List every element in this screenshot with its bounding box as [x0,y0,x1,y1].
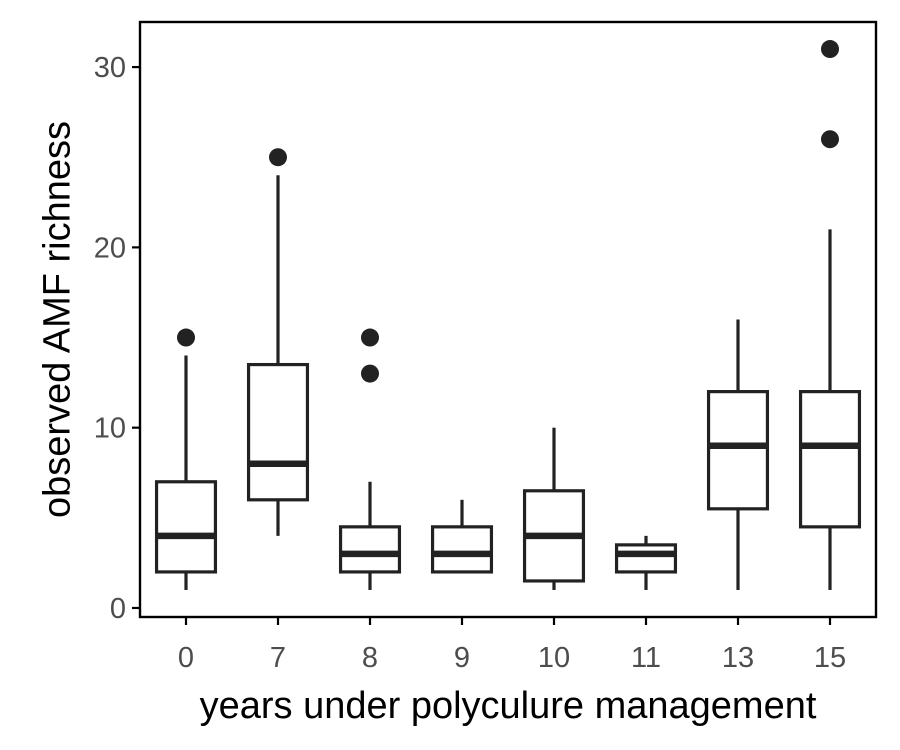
y-tick-label-20: 20 [94,232,126,264]
y-axis-title: observed AMF richness [36,121,78,518]
box-7 [246,362,310,502]
box-13 [706,390,770,511]
box-group-9 [430,499,494,574]
outlier-15-1 [821,40,839,59]
x-tick-label-7: 7 [270,642,286,674]
box-15 [798,390,862,529]
outlier-15-0 [821,130,839,149]
x-axis: 0 7 8 9 10 11 13 15 [178,617,846,674]
box-group-15 [798,40,862,590]
y-tick-label-30: 30 [94,52,126,84]
y-tick-label-0: 0 [110,593,126,625]
outlier-8-1 [361,328,379,347]
outlier-0-0 [177,328,195,347]
x-tick-label-0: 0 [178,642,194,674]
y-axis: 0 10 20 30 [94,52,140,625]
outlier-7-0 [269,148,287,167]
box-9 [430,525,494,574]
x-tick-label-13: 13 [722,642,754,674]
x-tick-label-10: 10 [538,642,570,674]
x-tick-label-11: 11 [631,642,661,674]
outlier-8-0 [361,364,379,383]
box-group-7 [246,148,310,536]
x-tick-label-9: 9 [454,642,470,674]
box-group-8 [338,328,402,590]
box-group-13 [706,319,770,590]
y-tick-label-10: 10 [94,413,126,445]
box-8 [338,525,402,574]
box-group-0 [154,328,218,590]
x-axis-title: years under polyculure management [200,685,817,727]
box-group-11 [614,535,678,590]
plot-area [154,40,862,590]
x-tick-label-15: 15 [814,642,846,674]
plot-panel-border [138,20,878,619]
x-tick-label-8: 8 [362,642,378,674]
box-group-10 [522,427,586,590]
box-0 [154,480,218,574]
box-11 [614,543,678,574]
